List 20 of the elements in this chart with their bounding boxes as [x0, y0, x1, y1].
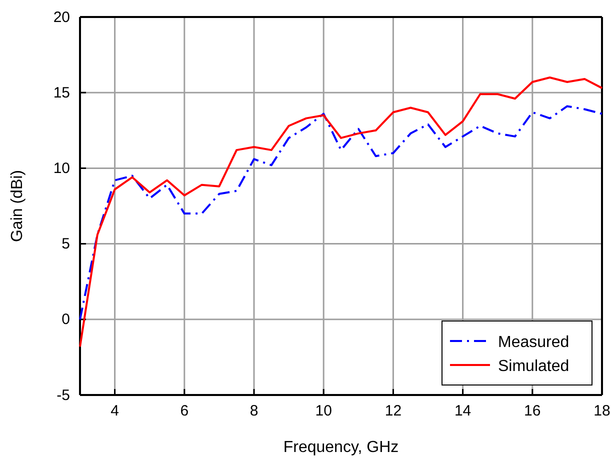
- x-axis-title: Frequency, GHz: [283, 439, 399, 456]
- y-tick-label: -5: [56, 386, 70, 404]
- line-series: [79, 105, 603, 320]
- x-tick-label: 8: [250, 402, 258, 420]
- x-tick-label: 6: [180, 402, 189, 420]
- y-tick-label: 10: [53, 160, 70, 177]
- line-series: [79, 76, 603, 348]
- y-axis-title: Gain (dBi): [9, 170, 26, 242]
- y-tick-label: 0: [62, 311, 70, 328]
- x-tick-label: 10: [315, 402, 332, 420]
- legend-label: Measured: [498, 334, 570, 351]
- x-tick-label: 14: [454, 402, 472, 420]
- x-tick-label: 16: [524, 402, 541, 420]
- x-tick-label: 12: [384, 402, 402, 420]
- y-tick-label: 15: [53, 84, 70, 102]
- y-tick-label: 20: [53, 8, 70, 26]
- x-tick-label: 18: [594, 402, 610, 420]
- y-tick-label: 5: [62, 236, 70, 253]
- x-tick-label: 4: [110, 402, 119, 420]
- legend-label: Simulated: [498, 358, 570, 375]
